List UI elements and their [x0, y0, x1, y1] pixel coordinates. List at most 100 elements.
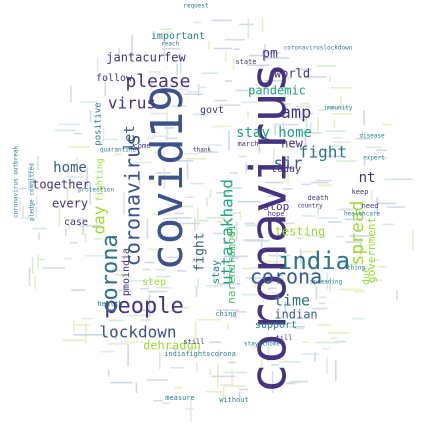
filler-mark — [261, 17, 264, 32]
filler-mark — [215, 221, 223, 223]
filler-mark — [156, 286, 172, 289]
word-spread-11: spread — [347, 200, 368, 265]
filler-mark — [180, 53, 182, 73]
filler-mark — [260, 359, 263, 372]
filler-mark — [260, 236, 263, 248]
filler-mark — [331, 113, 352, 115]
filler-mark — [242, 267, 255, 270]
filler-mark — [76, 157, 78, 171]
filler-mark — [133, 161, 152, 164]
word-fighting-46: fighting — [96, 158, 106, 201]
filler-mark — [167, 105, 187, 108]
filler-mark — [224, 51, 227, 62]
filler-mark — [224, 255, 248, 258]
filler-mark — [35, 195, 38, 219]
filler-mark — [108, 369, 110, 377]
filler-mark — [258, 133, 261, 154]
filler-mark — [135, 382, 138, 394]
filler-mark — [276, 123, 299, 126]
filler-mark — [127, 314, 149, 317]
word-need-51: need — [362, 202, 379, 210]
filler-mark — [212, 125, 232, 128]
word-disease-74: disease — [359, 133, 385, 140]
word-pm-20: pm — [262, 47, 278, 62]
filler-mark — [118, 48, 120, 59]
filler-mark — [387, 206, 405, 208]
filler-mark — [271, 364, 280, 366]
filler-mark — [245, 239, 270, 242]
filler-mark — [187, 91, 199, 93]
filler-mark — [267, 287, 277, 290]
filler-mark — [379, 156, 388, 159]
filler-mark — [94, 238, 103, 240]
filler-mark — [147, 290, 168, 293]
filler-mark — [160, 28, 173, 30]
filler-mark — [209, 368, 212, 375]
filler-mark — [304, 135, 307, 147]
filler-mark — [329, 284, 331, 292]
filler-mark — [315, 286, 318, 300]
filler-mark — [275, 274, 283, 277]
filler-mark — [143, 268, 151, 271]
filler-mark — [203, 144, 223, 146]
word-home-23: home — [53, 160, 87, 176]
filler-mark — [233, 48, 240, 50]
filler-mark — [174, 386, 183, 389]
filler-mark — [302, 341, 309, 343]
filler-mark — [28, 167, 30, 191]
filler-mark — [239, 23, 254, 26]
word-covid19-1: covid19 — [142, 85, 193, 270]
filler-mark — [247, 111, 249, 118]
filler-mark — [314, 351, 316, 362]
word-follow-40: follow — [96, 73, 133, 84]
word-till-57: till — [276, 334, 293, 342]
filler-mark — [163, 168, 166, 190]
filler-mark — [201, 72, 219, 74]
word-healthcare-63: healthcare — [344, 211, 381, 218]
filler-mark — [183, 153, 199, 155]
filler-mark — [192, 259, 202, 262]
filler-mark — [195, 112, 213, 115]
filler-mark — [163, 217, 179, 220]
filler-mark — [146, 379, 169, 381]
filler-mark — [213, 47, 233, 50]
filler-mark — [22, 205, 24, 217]
filler-mark — [182, 88, 189, 91]
filler-mark — [317, 184, 332, 187]
filler-mark — [251, 267, 272, 269]
filler-mark — [261, 260, 283, 263]
filler-mark — [190, 399, 192, 423]
filler-mark — [73, 334, 96, 336]
filler-mark — [211, 19, 232, 22]
filler-mark — [71, 289, 86, 291]
filler-mark — [193, 21, 202, 24]
filler-mark — [102, 128, 105, 143]
filler-mark — [172, 306, 189, 309]
word-stay-home-10: stay home — [236, 125, 312, 141]
filler-mark — [232, 59, 235, 70]
filler-mark — [308, 235, 327, 237]
filler-mark — [301, 183, 311, 186]
filler-mark — [235, 221, 238, 242]
filler-mark — [197, 318, 220, 321]
filler-mark — [412, 229, 414, 250]
filler-mark — [118, 289, 133, 292]
filler-mark — [230, 205, 232, 223]
word-measure-58: measure — [165, 394, 195, 402]
filler-mark — [96, 56, 99, 75]
filler-mark — [152, 213, 169, 216]
filler-mark — [279, 140, 295, 143]
filler-mark — [144, 261, 155, 264]
filler-mark — [146, 137, 154, 139]
filler-mark — [360, 238, 362, 256]
word-death-49: death — [307, 194, 328, 202]
filler-mark — [86, 167, 89, 187]
filler-mark — [286, 382, 296, 385]
filler-mark — [85, 255, 110, 257]
filler-mark — [194, 217, 196, 232]
word-fight-14: fight — [193, 232, 208, 271]
filler-mark — [110, 381, 133, 384]
word-please-8: please — [125, 71, 190, 92]
filler-mark — [64, 176, 84, 178]
